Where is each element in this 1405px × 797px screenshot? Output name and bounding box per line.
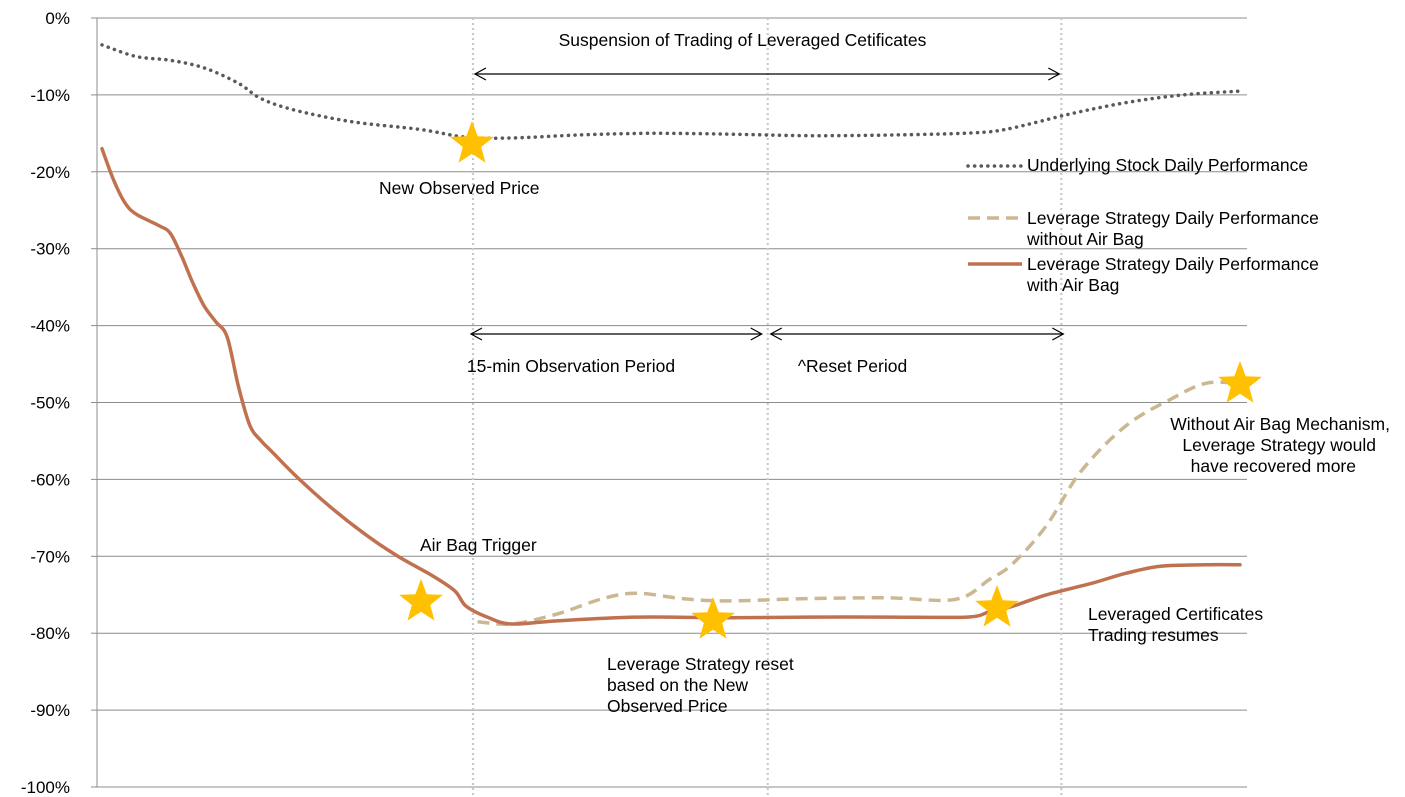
suspension-label: Suspension of Trading of Leveraged Cetif… xyxy=(558,30,927,50)
grid-lines xyxy=(97,17,1247,788)
without-airbag-annotation-line-1: Without Air Bag Mechanism, xyxy=(1170,414,1390,434)
y-tick-label: -90% xyxy=(30,701,70,720)
reset-annotation-line-2: based on the New xyxy=(607,675,749,695)
reset-annotation-line-3: Observed Price xyxy=(607,696,728,716)
reset-arrow-head-right xyxy=(1052,327,1065,341)
y-axis xyxy=(91,17,98,788)
series-line-0 xyxy=(100,43,1242,140)
observation-arrow-head-right xyxy=(750,327,763,341)
series-line-1 xyxy=(477,380,1241,627)
new-observed-price-label: New Observed Price xyxy=(379,178,540,198)
y-tick-labels: 0% -10% -20% -30% -40% -50% -60% -70% -80% -90% -1… xyxy=(21,9,70,797)
reset-annotation-line-1: Leverage Strategy reset xyxy=(607,654,794,674)
reset-period-label: ^Reset Period xyxy=(797,356,908,376)
without-airbag-annotation-line-3: have recovered more xyxy=(1190,456,1356,476)
period-arrows xyxy=(469,67,1065,341)
star-marker-3 xyxy=(975,585,1019,627)
y-tick-label: -80% xyxy=(30,624,70,643)
y-tick-label: -20% xyxy=(30,163,70,182)
legend-without-airbag: Leverage Strategy Daily Performance with… xyxy=(1027,208,1319,250)
y-tick-label: 0% xyxy=(45,9,70,28)
resume-annotation-line-2: Trading resumes xyxy=(1088,625,1219,645)
y-tick-label: -40% xyxy=(30,317,70,336)
legend-without-airbag-line-2: without Air Bag xyxy=(1027,229,1144,249)
suspension-arrow xyxy=(473,67,1061,81)
reset-arrow xyxy=(769,327,1065,341)
observation-arrow xyxy=(469,327,763,341)
legend-with-airbag: Leverage Strategy Daily Performance with… xyxy=(1027,254,1319,296)
suspension-arrow-head-left xyxy=(473,67,487,81)
star-markers xyxy=(399,121,1262,639)
legend-with-airbag-line-1: Leverage Strategy Daily Performance xyxy=(1027,254,1319,274)
star-marker-4 xyxy=(1218,361,1262,403)
suspension-arrow-head-right xyxy=(1048,67,1061,81)
legend-underlying: Underlying Stock Daily Performance xyxy=(1027,155,1309,175)
reset-arrow-head-left xyxy=(769,327,783,341)
legend-without-airbag-line-1: Leverage Strategy Daily Performance xyxy=(1027,208,1319,228)
reset-annotation: Leverage Strategy reset based on the New… xyxy=(607,654,794,717)
observation-arrow-head-left xyxy=(469,327,483,341)
y-tick-label: -50% xyxy=(30,394,70,413)
y-tick-label: -30% xyxy=(30,240,70,259)
star-marker-2 xyxy=(691,597,735,639)
y-tick-label: -100% xyxy=(21,778,70,797)
y-tick-label: -60% xyxy=(30,470,70,489)
legend-with-airbag-line-2: with Air Bag xyxy=(1027,275,1120,295)
resume-annotation: Leveraged Certificates Trading resumes xyxy=(1088,604,1263,646)
observation-period-label: 15-min Observation Period xyxy=(466,356,676,376)
air-bag-trigger-label: Air Bag Trigger xyxy=(420,535,537,555)
y-tick-label: -70% xyxy=(30,547,70,566)
series-lines xyxy=(100,43,1242,627)
legend-swatches xyxy=(966,164,1024,266)
without-airbag-annotation: Without Air Bag Mechanism, Leverage Stra… xyxy=(1170,414,1390,477)
star-marker-0 xyxy=(399,579,443,621)
resume-annotation-line-1: Leveraged Certificates xyxy=(1088,604,1264,624)
star-marker-1 xyxy=(450,121,494,163)
y-tick-label: -10% xyxy=(30,86,70,105)
without-airbag-annotation-line-2: Leverage Strategy would xyxy=(1182,435,1376,455)
